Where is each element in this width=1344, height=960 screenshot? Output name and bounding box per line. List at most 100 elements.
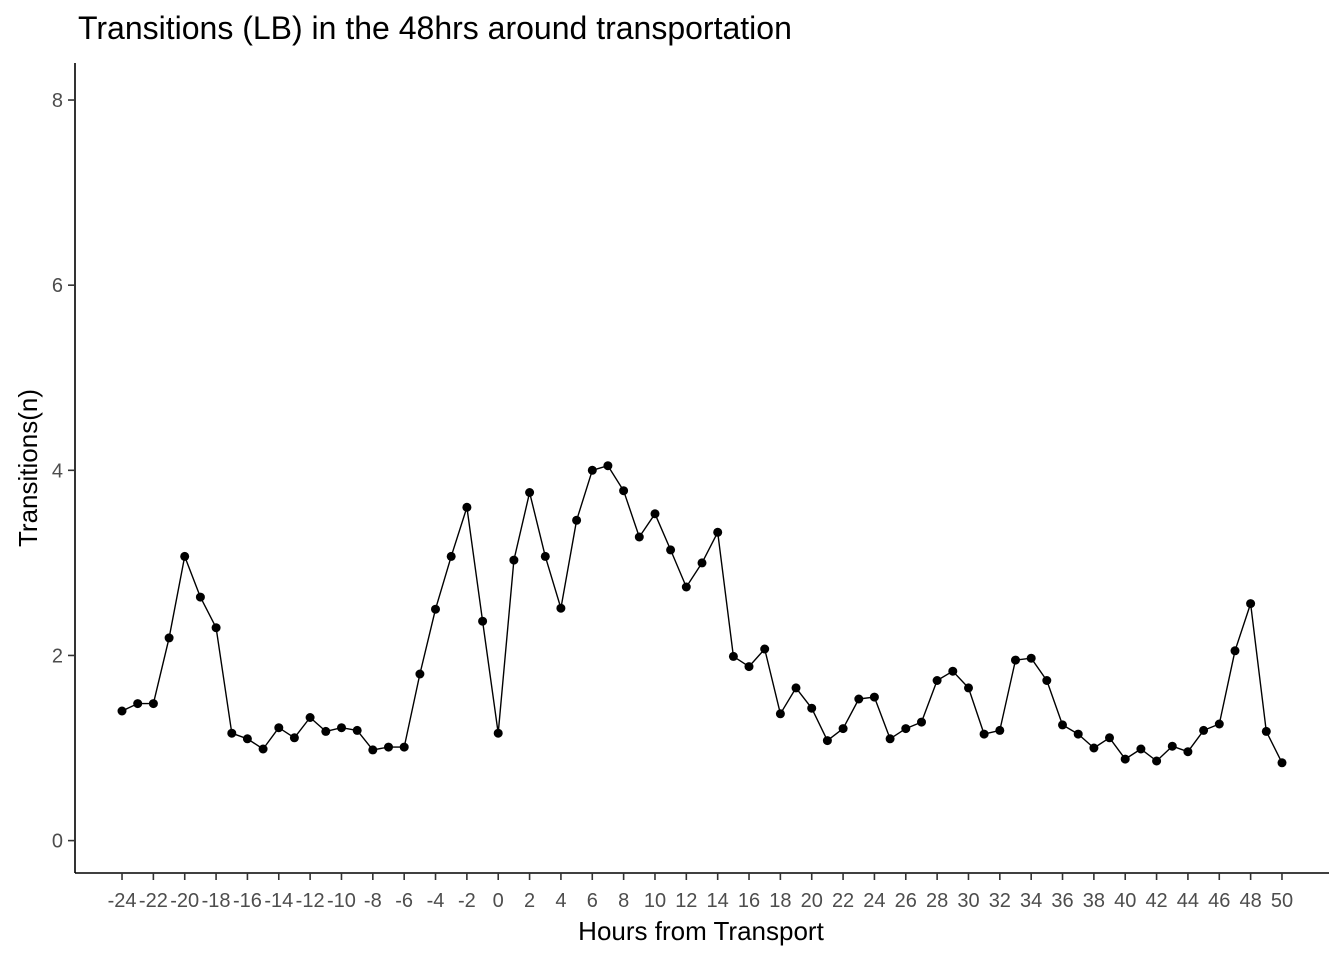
- x-tick-label: -16: [233, 890, 262, 912]
- data-point: [822, 736, 832, 746]
- x-tick-label: -6: [395, 890, 413, 912]
- x-tick-label: -24: [108, 890, 137, 912]
- data-point: [697, 558, 707, 568]
- data-point: [791, 683, 801, 693]
- data-point: [227, 728, 237, 738]
- data-point: [321, 726, 331, 736]
- data-point: [1026, 653, 1036, 663]
- data-point: [901, 724, 911, 734]
- data-point: [619, 486, 629, 496]
- x-tick-label: 26: [895, 890, 917, 912]
- data-point: [509, 555, 519, 565]
- data-point: [603, 461, 613, 471]
- data-point: [540, 551, 550, 561]
- data-point: [478, 616, 488, 626]
- data-point: [274, 723, 284, 733]
- data-point: [1246, 599, 1256, 609]
- y-tick-label: 4: [52, 460, 63, 482]
- y-tick-label: 8: [52, 90, 63, 112]
- data-point: [525, 488, 535, 497]
- x-tick-label: 34: [1020, 890, 1042, 912]
- x-tick-label: -12: [296, 890, 325, 912]
- y-tick-label: 6: [52, 275, 63, 297]
- data-point: [666, 545, 676, 555]
- data-point: [164, 633, 174, 643]
- x-tick-label: 28: [926, 890, 948, 912]
- data-point: [493, 728, 503, 738]
- axes: [74, 63, 1329, 874]
- data-point: [1042, 676, 1052, 685]
- data-point: [964, 683, 973, 693]
- data-point: [258, 744, 268, 754]
- data-point: [431, 604, 440, 614]
- data-point: [133, 699, 143, 709]
- data-point: [838, 724, 848, 734]
- x-tick-label: -8: [364, 890, 382, 912]
- x-tick-label: 36: [1051, 890, 1073, 912]
- data-point: [995, 725, 1005, 735]
- x-tick-label: 42: [1145, 890, 1167, 912]
- data-point: [556, 603, 566, 613]
- x-tick-label: -20: [170, 890, 199, 912]
- data-point: [869, 692, 879, 702]
- data-point: [446, 551, 456, 561]
- data-point: [1167, 741, 1177, 751]
- data-point: [148, 699, 158, 709]
- x-tick-label: 46: [1208, 890, 1230, 912]
- data-point: [1058, 720, 1067, 730]
- x-tick-label: -22: [139, 890, 168, 912]
- x-tick-label: -4: [427, 890, 445, 912]
- x-tick-label: 4: [555, 890, 566, 912]
- data-point: [744, 662, 754, 672]
- series-layer: [117, 461, 1287, 768]
- data-point: [681, 582, 691, 592]
- data-point: [242, 734, 252, 744]
- x-tick-label: 10: [644, 890, 666, 912]
- data-point: [948, 666, 958, 676]
- x-tick-label: -10: [327, 890, 356, 912]
- x-tick-label: -14: [264, 890, 293, 912]
- y-axis-title: Transitions(n): [13, 389, 43, 547]
- x-tick-label: 50: [1271, 890, 1293, 912]
- x-tick-label: 24: [863, 890, 885, 912]
- data-point: [634, 532, 644, 542]
- x-tick-label: 38: [1083, 890, 1105, 912]
- x-tick-label: 22: [832, 890, 854, 912]
- data-point: [1089, 743, 1099, 753]
- x-tick-label: 6: [587, 890, 598, 912]
- data-point: [1120, 754, 1130, 764]
- data-point: [775, 709, 785, 719]
- data-point: [760, 644, 770, 654]
- data-point: [211, 623, 221, 633]
- x-tick-label: 40: [1114, 890, 1136, 912]
- data-point: [117, 706, 127, 716]
- x-tick-label: 16: [738, 890, 760, 912]
- data-point: [337, 723, 346, 733]
- y-axis-ticks: 0 2 4 6 8: [52, 90, 75, 853]
- data-point: [932, 676, 942, 685]
- x-tick-label: -2: [458, 890, 476, 912]
- data-point: [1011, 655, 1020, 665]
- data-point: [195, 592, 205, 602]
- data-point: [1152, 756, 1162, 766]
- data-point: [587, 465, 597, 475]
- y-tick-label: 0: [52, 831, 63, 853]
- data-point: [1136, 744, 1146, 754]
- x-axis-ticks: -24 -22 -20 -18 -16 -14 -12 -10 -8 -6 -4 -2 0 2 4 6 8 10 1…: [108, 873, 1293, 912]
- y-tick-label: 2: [52, 645, 63, 667]
- data-point: [650, 509, 660, 519]
- data-point: [462, 502, 472, 512]
- x-tick-label: 18: [769, 890, 791, 912]
- data-point: [728, 651, 738, 661]
- data-point: [180, 551, 190, 561]
- series-line: [121, 465, 1283, 764]
- data-point: [1105, 733, 1114, 743]
- x-tick-label: 20: [801, 890, 823, 912]
- data-point: [917, 717, 926, 727]
- x-tick-label: 48: [1240, 890, 1262, 912]
- x-axis-title: Hours from Transport: [578, 916, 824, 946]
- chart-title: Transitions (LB) in the 48hrs around tra…: [78, 10, 792, 46]
- x-tick-label: -18: [202, 890, 231, 912]
- data-point: [415, 669, 425, 679]
- data-point: [1230, 646, 1240, 656]
